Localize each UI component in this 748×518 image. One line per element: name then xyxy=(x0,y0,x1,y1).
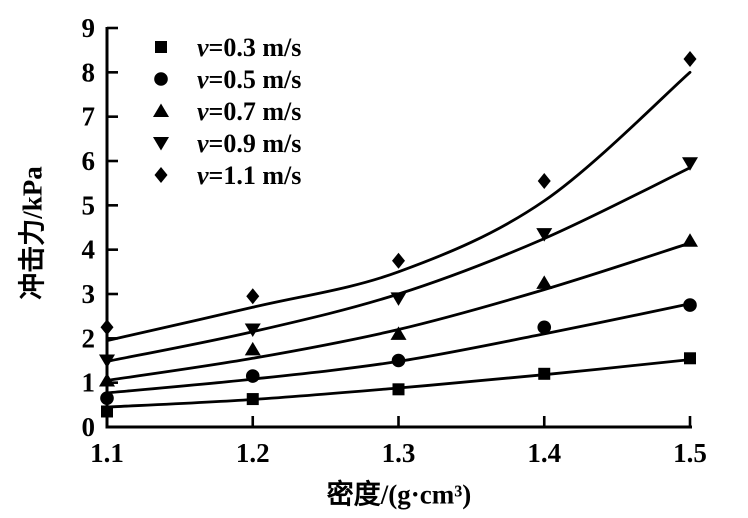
marker-triangle-down xyxy=(244,323,261,337)
marker-circle xyxy=(154,72,168,86)
marker-triangle-down xyxy=(153,137,169,151)
y-tick-label: 5 xyxy=(82,190,96,220)
x-axis-label: 密度/(g·cm³) xyxy=(326,479,472,510)
y-tick-label: 1 xyxy=(82,368,96,398)
x-tick-label: 1.2 xyxy=(236,438,270,468)
marker-diamond xyxy=(537,172,551,189)
y-tick-label: 2 xyxy=(82,323,96,353)
y-tick-label: 4 xyxy=(82,235,96,265)
marker-square xyxy=(392,383,405,396)
legend-label-1: v=0.5 m/s xyxy=(197,65,301,94)
x-tick-label: 1.4 xyxy=(527,438,561,468)
legend-label-4: v=1.1 m/s xyxy=(197,161,301,190)
marker-square xyxy=(155,41,167,53)
marker-diamond xyxy=(154,167,168,183)
marker-square xyxy=(684,352,696,365)
marker-triangle-up xyxy=(682,233,698,247)
marker-triangle-up xyxy=(536,275,553,289)
marker-triangle-up xyxy=(390,326,407,340)
y-tick-label: 7 xyxy=(82,102,96,132)
legend-label-2: v=0.7 m/s xyxy=(197,97,301,126)
marker-diamond xyxy=(683,51,697,68)
legend-label-3: v=0.9 m/s xyxy=(197,129,301,158)
x-tick-label: 1.3 xyxy=(382,438,416,468)
fit-curve-1 xyxy=(105,302,692,395)
marker-triangle-down xyxy=(536,228,553,242)
marker-circle xyxy=(683,298,697,312)
y-tick-label: 8 xyxy=(82,57,96,87)
marker-triangle-up xyxy=(244,341,261,356)
marker-circle xyxy=(537,320,552,335)
legend-label-0: v=0.3 m/s xyxy=(197,33,301,62)
x-tick-label: 1.5 xyxy=(673,438,707,468)
x-tick-label: 1.1 xyxy=(90,438,124,468)
marker-diamond xyxy=(392,252,405,269)
y-tick-label: 3 xyxy=(82,279,96,309)
marker-circle xyxy=(391,353,406,368)
marker-circle xyxy=(245,369,260,383)
marker-square xyxy=(538,367,551,380)
y-tick-label: 0 xyxy=(82,412,96,442)
fit-curve-4 xyxy=(105,70,692,342)
y-tick-label: 9 xyxy=(82,13,96,43)
y-tick-label: 6 xyxy=(82,146,96,176)
marker-square xyxy=(246,393,259,406)
marker-triangle-down xyxy=(682,157,698,171)
marker-triangle-up xyxy=(153,103,169,117)
marker-triangle-down xyxy=(390,292,407,306)
y-axis-label: 冲击力/kPa xyxy=(17,166,48,300)
marker-diamond xyxy=(246,288,260,305)
